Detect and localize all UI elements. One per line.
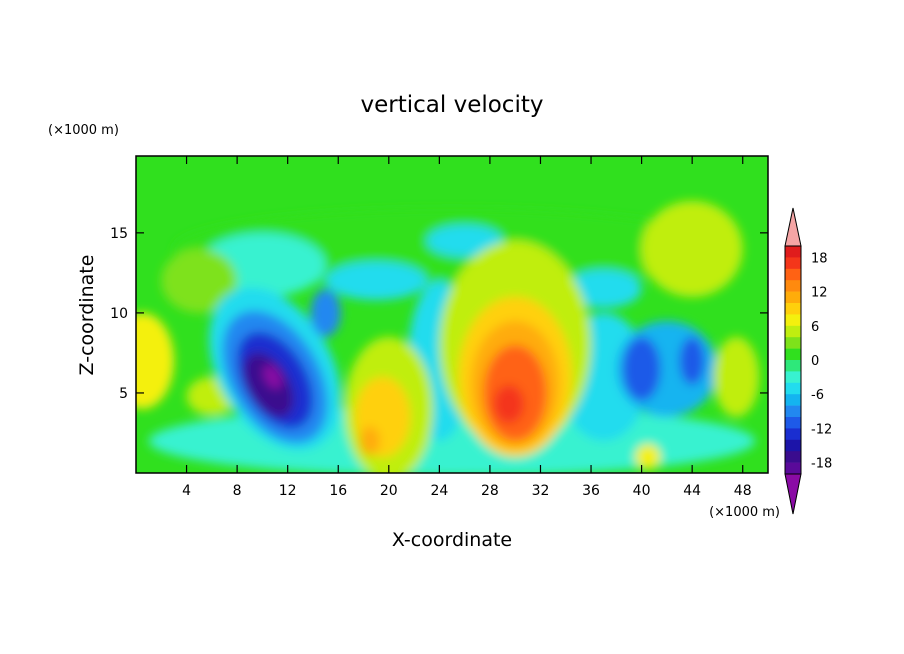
colorbar-swatch xyxy=(785,348,801,361)
field-contour xyxy=(713,336,760,417)
colorbar-swatch xyxy=(785,451,801,463)
x-axis-label: X-coordinate xyxy=(392,529,512,551)
colorbar-over-triangle xyxy=(784,207,802,247)
field-contour xyxy=(493,384,525,424)
x-tick-label: 8 xyxy=(233,483,242,499)
colorbar-swatch xyxy=(785,280,801,292)
colorbar-label: 6 xyxy=(811,320,819,335)
x-tick-label: 32 xyxy=(532,483,550,499)
colorbar-swatch xyxy=(785,371,801,384)
colorbar-swatch xyxy=(785,291,801,304)
colorbar-swatch xyxy=(785,462,801,475)
chart-title: vertical velocity xyxy=(361,92,544,118)
colorbar-swatch xyxy=(785,268,801,281)
colorbar: 18 12 6 0 -6 -12 -18 xyxy=(784,207,832,515)
colorbar-label: -6 xyxy=(811,388,824,403)
colorbar-swatch xyxy=(785,382,801,395)
colorbar-swatch xyxy=(785,325,801,338)
field-contour xyxy=(325,261,427,301)
colorbar-label: -12 xyxy=(811,422,832,437)
field-contour xyxy=(161,248,238,313)
x-axis-ticks: 4 8 12 16 20 24 28 32 36 40 44 48 xyxy=(182,156,752,499)
x-tick-label: 48 xyxy=(734,483,752,499)
x-tick-label: 44 xyxy=(683,483,701,499)
colorbar-label: 18 xyxy=(811,251,828,266)
x-tick-label: 16 xyxy=(329,483,347,499)
colorbar-label: 0 xyxy=(811,354,819,369)
x-tick-label: 12 xyxy=(279,483,297,499)
field-contour xyxy=(565,269,642,309)
colorbar-swatch xyxy=(785,246,801,258)
x-tick-label: 4 xyxy=(182,483,191,499)
field-contour xyxy=(136,312,174,409)
field-contour xyxy=(243,352,294,418)
colorbar-swatch xyxy=(785,337,801,349)
x-tick-label: 28 xyxy=(481,483,499,499)
colorbar-swatch xyxy=(785,428,801,441)
x-axis-unit: (×1000 m) xyxy=(709,505,780,520)
colorbar-label: 12 xyxy=(811,286,828,301)
x-tick-label: 24 xyxy=(430,483,448,499)
y-axis-label: Z-coordinate xyxy=(76,255,98,376)
colorbar-swatch xyxy=(785,394,801,406)
x-tick-label: 40 xyxy=(633,483,651,499)
field-contour xyxy=(635,444,661,470)
y-tick-label: 10 xyxy=(110,306,128,322)
colorbar-swatch xyxy=(785,257,801,270)
colorbar-swatch xyxy=(785,417,801,429)
colorbar-swatch xyxy=(785,360,801,372)
colorbar-under-triangle xyxy=(784,473,802,515)
colorbar-swatch xyxy=(785,439,801,452)
colorbar-swatch xyxy=(785,303,801,315)
field-contour xyxy=(641,200,743,297)
y-tick-label: 15 xyxy=(110,226,128,242)
field-contour xyxy=(263,365,282,389)
y-axis-unit: (×1000 m) xyxy=(48,123,119,138)
field-contour xyxy=(622,336,661,401)
x-tick-label: 20 xyxy=(380,483,398,499)
colorbar-label: -18 xyxy=(811,457,832,472)
x-tick-label: 36 xyxy=(582,483,600,499)
field-contour xyxy=(310,288,341,337)
plot-frame xyxy=(135,155,769,474)
field-contour xyxy=(426,224,503,257)
colorbar-swatch xyxy=(785,314,801,327)
field-contour xyxy=(679,336,705,385)
y-tick-label: 5 xyxy=(119,386,128,402)
colorbar-swatch xyxy=(785,405,801,418)
field-contour xyxy=(359,426,380,456)
heatmap-field xyxy=(136,156,768,473)
y-axis-ticks: 5 10 15 xyxy=(110,226,768,402)
